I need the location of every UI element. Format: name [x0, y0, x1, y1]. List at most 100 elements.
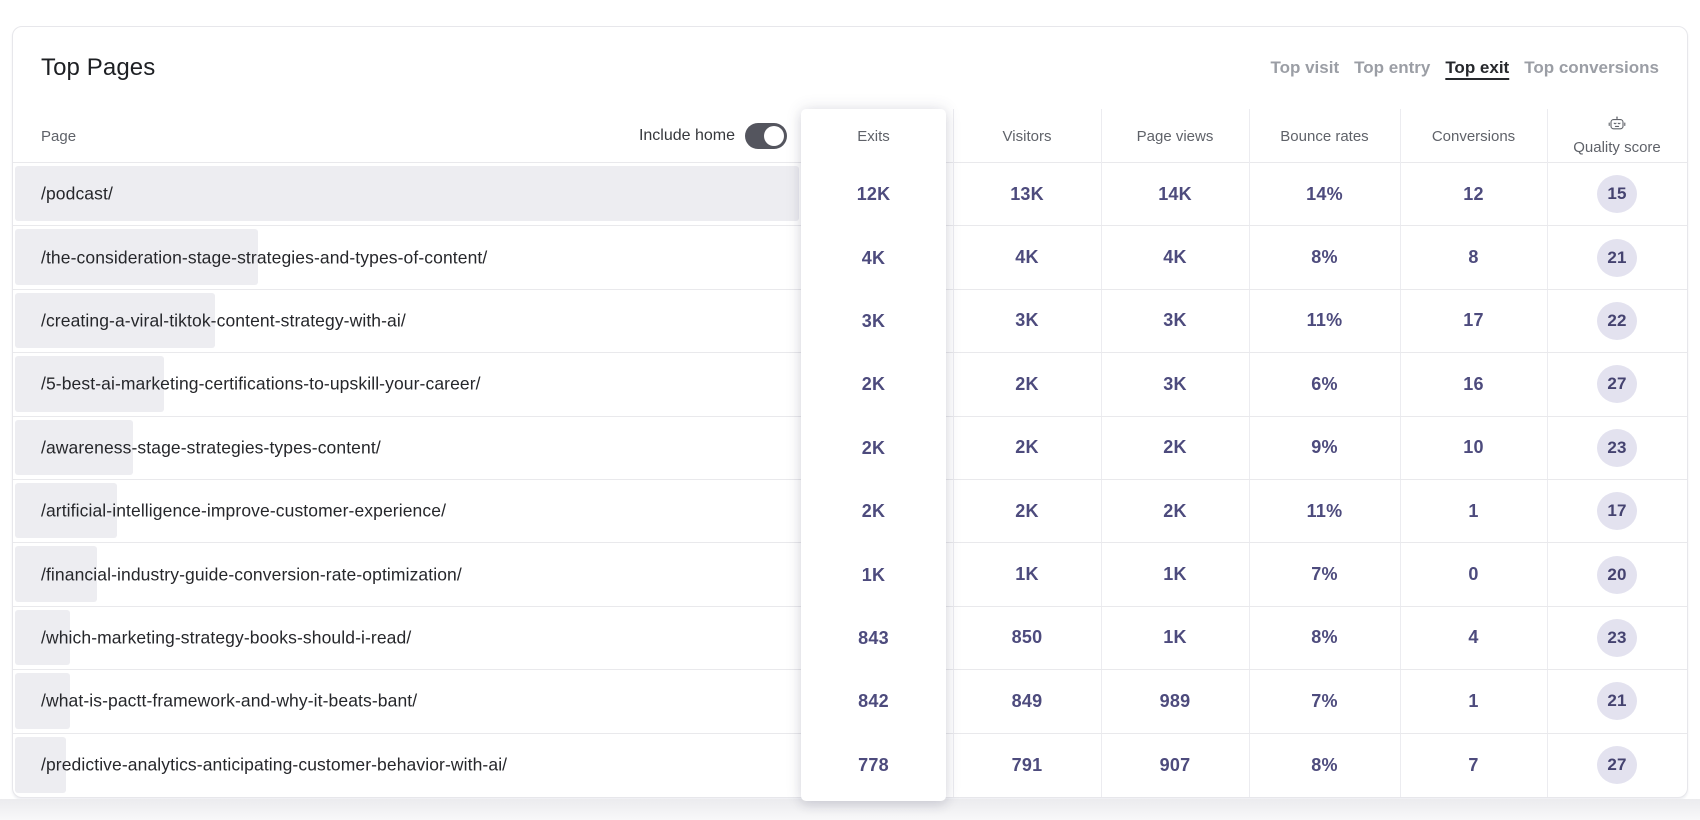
page-path: /which-marketing-strategy-books-should-i… [41, 627, 412, 648]
exits-value: 2K [861, 374, 886, 395]
quality-score-cell: 22 [1547, 290, 1687, 352]
exit-share-bar [15, 736, 66, 793]
exits-value: 4K [861, 247, 886, 268]
exit-share-bar [15, 419, 133, 475]
row-metric-cells: 3K 3K 11% 17 22 [953, 290, 1687, 352]
conversions-value: 4 [1468, 627, 1479, 648]
robot-icon [1608, 116, 1626, 136]
bounce-rates-column-header[interactable]: Bounce rates [1280, 127, 1369, 145]
visitors-value: 3K [1015, 310, 1039, 331]
page-views-value: 14K [1158, 183, 1192, 204]
quality-score-column-header[interactable]: Quality score [1547, 109, 1687, 163]
exit-share-bar [15, 609, 70, 666]
quality-score-badge: 15 [1597, 175, 1637, 214]
quality-score-badge: 20 [1597, 555, 1637, 594]
bounce-rate-value: 11% [1306, 500, 1343, 521]
table-row[interactable]: /podcast/ 13K 14K 14% 12 15 [13, 163, 1687, 227]
bottom-page-band [0, 799, 1700, 820]
table-row[interactable]: /what-is-pactt-framework-and-why-it-beat… [13, 670, 1687, 734]
top-metric-tabs: Top visit Top entry Top exit Top conversion… [1270, 58, 1659, 78]
quality-score-cell: 15 [1547, 163, 1687, 225]
visitors-value: 1K [1015, 564, 1039, 585]
conversions-value: 12 [1463, 183, 1484, 204]
page-path: /5-best-ai-marketing-certifications-to-u… [41, 373, 481, 394]
row-metric-cells: 1K 1K 7% 0 20 [953, 543, 1687, 605]
tab-top-exit[interactable]: Top exit [1445, 58, 1510, 77]
quality-score-badge: 22 [1597, 301, 1637, 340]
exits-floating-column: Exits 12K 4K 3K 2K 2K 2K 1K 843 842 778 [801, 109, 946, 801]
visitors-value: 2K [1015, 437, 1039, 458]
tab-top-visit[interactable]: Top visit [1270, 58, 1340, 77]
page-path: /the-consideration-stage-strategies-and-… [41, 247, 488, 268]
include-home-control: Include home [13, 109, 801, 163]
exit-share-bar [15, 229, 258, 285]
visitors-value: 2K [1015, 500, 1039, 521]
include-home-label: Include home [638, 127, 735, 144]
exits-value: 1K [861, 564, 886, 585]
page-views-value: 3K [1163, 373, 1187, 394]
bounce-rate-value: 8% [1311, 754, 1338, 775]
row-metric-cells: 2K 3K 6% 16 27 [953, 353, 1687, 415]
quality-score-cell: 20 [1547, 543, 1687, 605]
exits-value: 2K [861, 437, 886, 458]
include-home-toggle[interactable] [745, 123, 787, 149]
visitors-value: 2K [1015, 373, 1039, 394]
exits-value: 842 [858, 691, 889, 712]
exits-value: 2K [861, 501, 886, 522]
bounce-rate-value: 14% [1306, 183, 1343, 204]
exits-value: 12K [856, 184, 891, 205]
page-views-value: 2K [1163, 500, 1187, 521]
page-views-value: 2K [1163, 437, 1187, 458]
quality-score-badge: 27 [1597, 746, 1637, 785]
exits-column-header[interactable]: Exits [857, 127, 890, 145]
page-views-value: 1K [1163, 564, 1187, 585]
page-views-value: 907 [1159, 754, 1191, 775]
visitors-value: 13K [1010, 183, 1044, 204]
page-column-header: Page [41, 127, 77, 145]
quality-score-cell: 17 [1547, 480, 1687, 542]
conversions-value: 7 [1468, 754, 1479, 775]
top-pages-card: Top Pages Top visit Top entry Top exit Top … [12, 26, 1688, 801]
quality-score-cell: 23 [1547, 417, 1687, 479]
table-rows: /podcast/ 13K 14K 14% 12 15 /the-conside… [13, 163, 1687, 797]
page-views-value: 3K [1163, 310, 1187, 331]
exit-share-bar [15, 482, 117, 539]
table-row[interactable]: /which-marketing-strategy-books-should-i… [13, 607, 1687, 671]
exit-share-bar [15, 356, 164, 412]
quality-score-badge: 21 [1597, 682, 1637, 721]
visitors-value: 850 [1011, 627, 1043, 648]
tab-top-conversions[interactable]: Top conversions [1524, 58, 1659, 77]
page-views-column-header[interactable]: Page views [1136, 127, 1214, 145]
tab-top-entry[interactable]: Top entry [1354, 58, 1431, 77]
row-metric-cells: 849 989 7% 1 21 [953, 670, 1687, 732]
row-metric-cells: 13K 14K 14% 12 15 [953, 163, 1687, 225]
conversions-column-header[interactable]: Conversions [1431, 127, 1516, 145]
conversions-value: 1 [1468, 690, 1479, 711]
quality-score-badge: 17 [1597, 492, 1637, 531]
exits-value: 778 [858, 754, 889, 775]
conversions-value: 8 [1468, 247, 1479, 268]
quality-score-badge: 21 [1597, 238, 1637, 277]
exits-value: 3K [861, 310, 886, 331]
row-metric-cells: 850 1K 8% 4 23 [953, 607, 1687, 669]
card-title-row: Top Pages Top visit Top entry Top exit Top … [13, 27, 1687, 109]
exits-values: 12K 4K 3K 2K 2K 2K 1K 843 842 778 [801, 163, 946, 797]
exit-share-bar [15, 166, 799, 222]
quality-score-cell: 23 [1547, 607, 1687, 669]
quality-score-badge: 27 [1597, 365, 1637, 404]
conversions-value: 17 [1463, 310, 1484, 331]
bounce-rate-value: 8% [1311, 627, 1338, 648]
table-row[interactable]: /predictive-analytics-anticipating-custo… [13, 734, 1687, 797]
page-path: /creating-a-viral-tiktok-content-strateg… [41, 310, 406, 331]
exits-value: 843 [858, 627, 889, 648]
bounce-rate-value: 9% [1311, 437, 1338, 458]
bounce-rate-value: 6% [1311, 373, 1338, 394]
visitors-column-header[interactable]: Visitors [1002, 127, 1052, 145]
page-path: /awareness-stage-strategies-types-conten… [41, 437, 381, 458]
row-metric-cells: 2K 2K 11% 1 17 [953, 480, 1687, 542]
exit-share-bar [15, 292, 215, 349]
page-path: /what-is-pactt-framework-and-why-it-beat… [41, 690, 418, 711]
row-metric-cells: 791 907 8% 7 27 [953, 734, 1687, 797]
quality-score-cell: 21 [1547, 670, 1687, 732]
quality-score-badge: 23 [1597, 428, 1637, 467]
